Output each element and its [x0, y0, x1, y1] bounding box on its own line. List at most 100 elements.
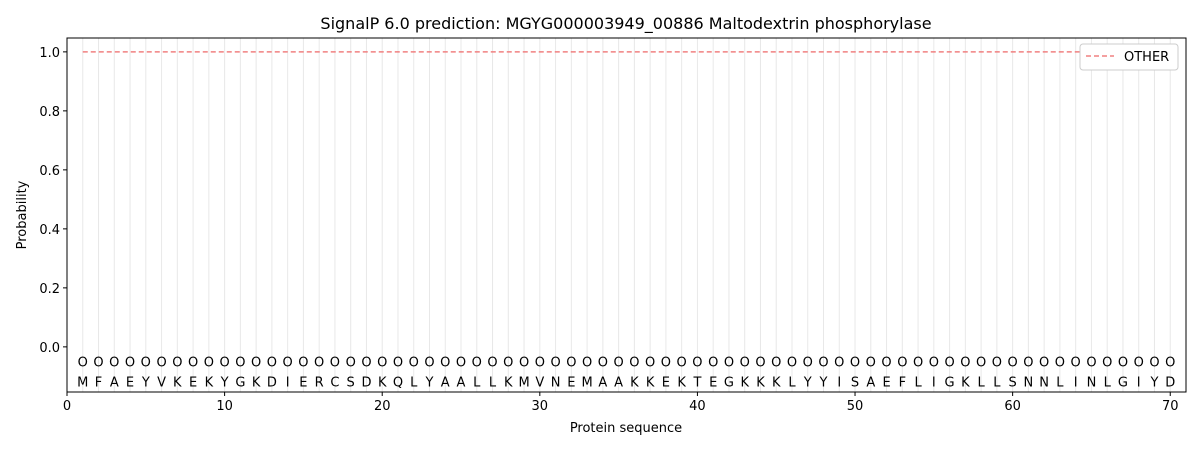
x-tick-label: 40 [689, 399, 706, 414]
prediction-label: O [172, 356, 182, 371]
plot-frame [66, 37, 1187, 393]
prediction-label: O [866, 356, 876, 371]
residue-label: D [267, 375, 277, 390]
prediction-label: O [440, 356, 450, 371]
prediction-label: O [834, 356, 844, 371]
prediction-label: O [109, 356, 119, 371]
residue-label: R [315, 375, 324, 390]
residue-label: M [518, 375, 529, 390]
prediction-label: O [1055, 356, 1065, 371]
prediction-label: O [645, 356, 655, 371]
residue-label: L [788, 375, 796, 390]
prediction-label: O [787, 356, 797, 371]
x-axis-label: Protein sequence [570, 421, 682, 436]
residue-label: V [157, 375, 166, 390]
prediction-label: O [897, 356, 907, 371]
residue-label: Y [803, 375, 812, 390]
residue-label: Y [819, 375, 828, 390]
residue-label: A [441, 375, 450, 390]
prediction-label: O [677, 356, 687, 371]
residue-label: L [1056, 375, 1064, 390]
residue-label: I [1137, 375, 1141, 390]
prediction-label: O [424, 356, 434, 371]
prediction-label: O [472, 356, 482, 371]
residue-label: I [932, 375, 936, 390]
residue-label: D [1165, 375, 1175, 390]
prediction-label: O [503, 356, 513, 371]
residue-label: C [330, 375, 339, 390]
residue-label: K [205, 375, 214, 390]
residue-label: N [1024, 375, 1034, 390]
y-tick-label: 0.4 [39, 223, 60, 238]
prediction-label: O [913, 356, 923, 371]
residue-label: Y [1150, 375, 1159, 390]
prediction-label: O [235, 356, 245, 371]
y-tick-label: 0.0 [39, 341, 60, 356]
residue-label: Y [425, 375, 434, 390]
residue-label: S [1009, 375, 1017, 390]
prediction-label: O [881, 356, 891, 371]
prediction-label: O [944, 356, 954, 371]
residue-label: K [378, 375, 387, 390]
prediction-label: O [393, 356, 403, 371]
prediction-label: O [519, 356, 529, 371]
prediction-label: O [566, 356, 576, 371]
prediction-label: O [692, 356, 702, 371]
prediction-label: O [803, 356, 813, 371]
prediction-label: O [929, 356, 939, 371]
residue-label: A [866, 375, 875, 390]
prediction-label: O [992, 356, 1002, 371]
prediction-label: O [330, 356, 340, 371]
prediction-label: O [141, 356, 151, 371]
residue-label: N [551, 375, 561, 390]
x-tick-label: 10 [216, 399, 233, 414]
y-tick-label: 0.6 [39, 164, 60, 179]
prediction-label: O [1071, 356, 1081, 371]
residue-label: T [692, 375, 701, 390]
residue-label: F [95, 375, 102, 390]
prediction-label: O [1134, 356, 1144, 371]
residue-label: K [961, 375, 970, 390]
x-tick-label: 50 [847, 399, 864, 414]
prediction-label: O [1023, 356, 1033, 371]
residue-label: L [1104, 375, 1112, 390]
y-tick-label: 1.0 [39, 46, 60, 61]
prediction-label: O [582, 356, 592, 371]
prediction-label: O [204, 356, 214, 371]
x-tick-label: 70 [1162, 399, 1179, 414]
x-tick-label: 0 [63, 399, 71, 414]
residue-label: E [709, 375, 717, 390]
prediction-label: O [377, 356, 387, 371]
residue-label: K [504, 375, 513, 390]
prediction-label: O [960, 356, 970, 371]
prediction-label: O [771, 356, 781, 371]
residue-label: K [772, 375, 781, 390]
residue-label: L [914, 375, 922, 390]
prediction-label: O [724, 356, 734, 371]
prediction-label: O [219, 356, 229, 371]
residue-label: L [473, 375, 481, 390]
prediction-label: O [1149, 356, 1159, 371]
prediction-label: O [976, 356, 986, 371]
prediction-label: O [156, 356, 166, 371]
residue-label: V [535, 375, 544, 390]
residue-label: K [677, 375, 686, 390]
residue-label: E [126, 375, 134, 390]
prediction-label: O [346, 356, 356, 371]
residue-label: L [410, 375, 418, 390]
x-tick-label: 60 [1004, 399, 1021, 414]
prediction-label: O [1039, 356, 1049, 371]
prediction-label: O [314, 356, 324, 371]
prediction-label: O [267, 356, 277, 371]
y-tick-label: 0.2 [39, 282, 60, 297]
residue-label: E [662, 375, 670, 390]
prediction-label: O [1118, 356, 1128, 371]
prediction-label: O [708, 356, 718, 371]
prediction-label: O [818, 356, 828, 371]
residue-label: K [252, 375, 261, 390]
residue-label: N [1039, 375, 1049, 390]
residue-label: Q [393, 375, 403, 390]
residue-label: K [173, 375, 182, 390]
residue-label: L [489, 375, 497, 390]
prediction-label: O [93, 356, 103, 371]
